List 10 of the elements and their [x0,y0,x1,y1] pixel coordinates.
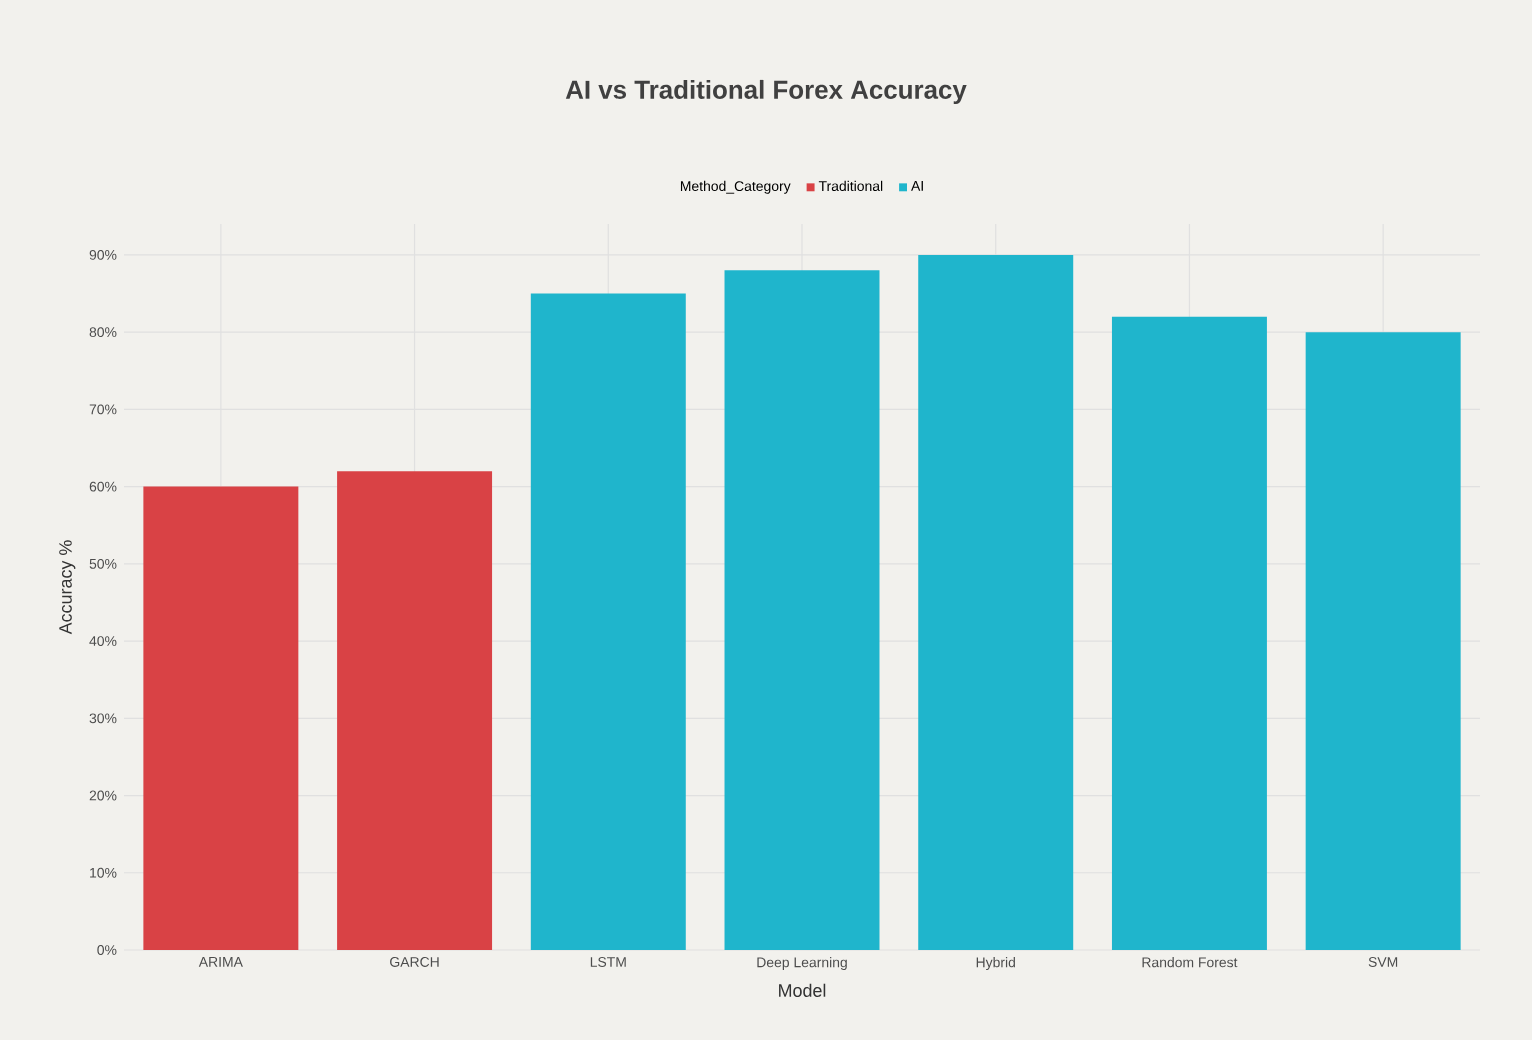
bar [724,270,880,950]
bar [530,293,686,950]
bar [1111,316,1267,950]
chart-title: AI vs Traditional Forex Accuracy [565,79,967,105]
x-axis-title: Model [779,983,826,997]
bar [1305,332,1461,950]
y-axis-title: Accuracy % [59,540,76,635]
bar [337,471,493,950]
bar [143,486,299,950]
bar [918,254,1074,950]
